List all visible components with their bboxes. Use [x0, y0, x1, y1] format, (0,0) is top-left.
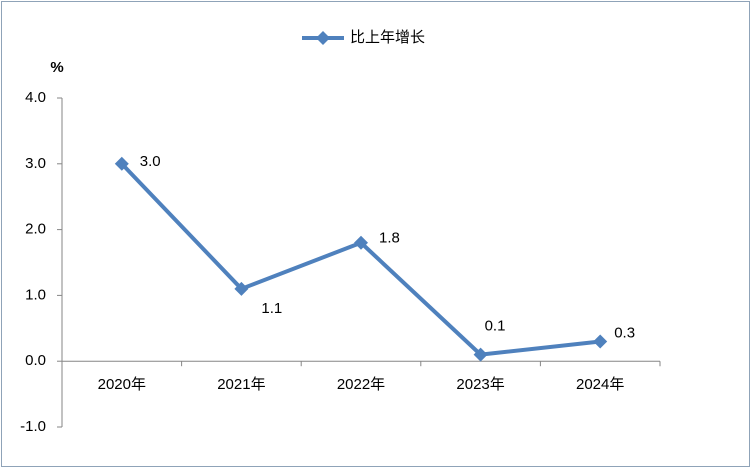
data-point: [234, 281, 249, 296]
y-tick-label: 2.0: [25, 221, 46, 238]
x-tick-label: 2023年: [456, 376, 504, 393]
y-tick-label: 3.0: [25, 155, 46, 172]
y-tick-label: 0.0: [25, 352, 46, 369]
x-tick-label: 2021年: [217, 376, 265, 393]
legend-marker: [316, 31, 330, 45]
legend-label: 比上年增长: [350, 29, 425, 46]
data-point: [354, 235, 368, 250]
data-label: 0.3: [614, 324, 635, 341]
data-point: [114, 156, 129, 171]
data-label: 1.8: [379, 230, 400, 247]
data-label: 0.1: [485, 318, 506, 335]
y-tick-label: 1.0: [25, 286, 46, 303]
data-label: 3.0: [140, 153, 161, 170]
data-point: [593, 334, 608, 349]
x-tick-label: 2022年: [337, 376, 385, 393]
x-tick-label: 2020年: [98, 376, 146, 393]
y-unit: %: [50, 59, 63, 76]
data-point: [473, 347, 488, 362]
data-label: 1.1: [261, 300, 282, 317]
y-tick-label: -1.0: [20, 418, 46, 435]
y-tick-label: 4.0: [25, 89, 46, 106]
x-tick-label: 2024年: [576, 376, 624, 393]
